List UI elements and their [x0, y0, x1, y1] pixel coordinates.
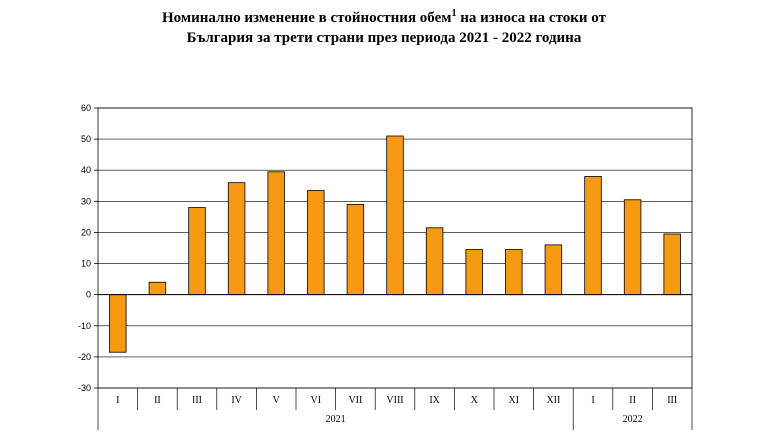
title-footnote: 1: [451, 8, 457, 19]
category-label: II: [154, 395, 161, 406]
y-tick-label: 10: [81, 259, 91, 269]
bar: [425, 227, 444, 296]
bar: [307, 190, 325, 296]
category-label: V: [273, 395, 281, 406]
y-tick-label: 40: [81, 165, 91, 175]
category-label: II: [629, 395, 636, 406]
category-label: VII: [348, 395, 362, 406]
bar: [148, 281, 167, 296]
category-label: III: [192, 395, 202, 406]
title-line2: България за трети страни през периода 20…: [186, 30, 582, 46]
bar: [386, 135, 404, 296]
bar: [188, 207, 206, 296]
category-label: X: [471, 395, 479, 406]
group-label: 2021: [326, 414, 346, 425]
chart-title: Номинално изменение в стойностния обем1 …: [0, 4, 768, 48]
bar: [544, 244, 563, 296]
bar: [584, 176, 602, 296]
plot-frame: [97, 107, 693, 389]
y-tick-label: -30: [78, 383, 91, 393]
bar: [227, 182, 246, 296]
bar: [346, 204, 365, 296]
group-label: 2022: [623, 414, 643, 425]
bar: [505, 249, 523, 296]
bar: [267, 171, 285, 296]
category-label: XI: [509, 395, 520, 406]
y-tick-label: -10: [78, 321, 91, 331]
category-label: III: [667, 395, 677, 406]
y-tick-label: 50: [81, 134, 91, 144]
title-line1-a: Номинално изменение в стойностния обем: [162, 10, 452, 26]
category-label: XII: [546, 395, 560, 406]
y-tick-label: 20: [81, 227, 91, 237]
y-tick-label: 60: [81, 103, 91, 113]
category-label: IX: [429, 395, 440, 406]
y-tick-label: -20: [78, 352, 91, 362]
title-line1-b: на износа на стоки от: [456, 10, 606, 26]
category-label: I: [591, 395, 594, 406]
bar: [465, 249, 483, 296]
category-label: IV: [231, 395, 242, 406]
y-tick-label: 0: [86, 290, 91, 300]
bar: [623, 199, 642, 296]
category-label: VI: [311, 395, 322, 406]
bar: [109, 294, 127, 353]
category-label: I: [116, 395, 119, 406]
y-tick-label: 30: [81, 196, 91, 206]
bar: [663, 233, 681, 296]
category-label: VIII: [386, 395, 403, 406]
